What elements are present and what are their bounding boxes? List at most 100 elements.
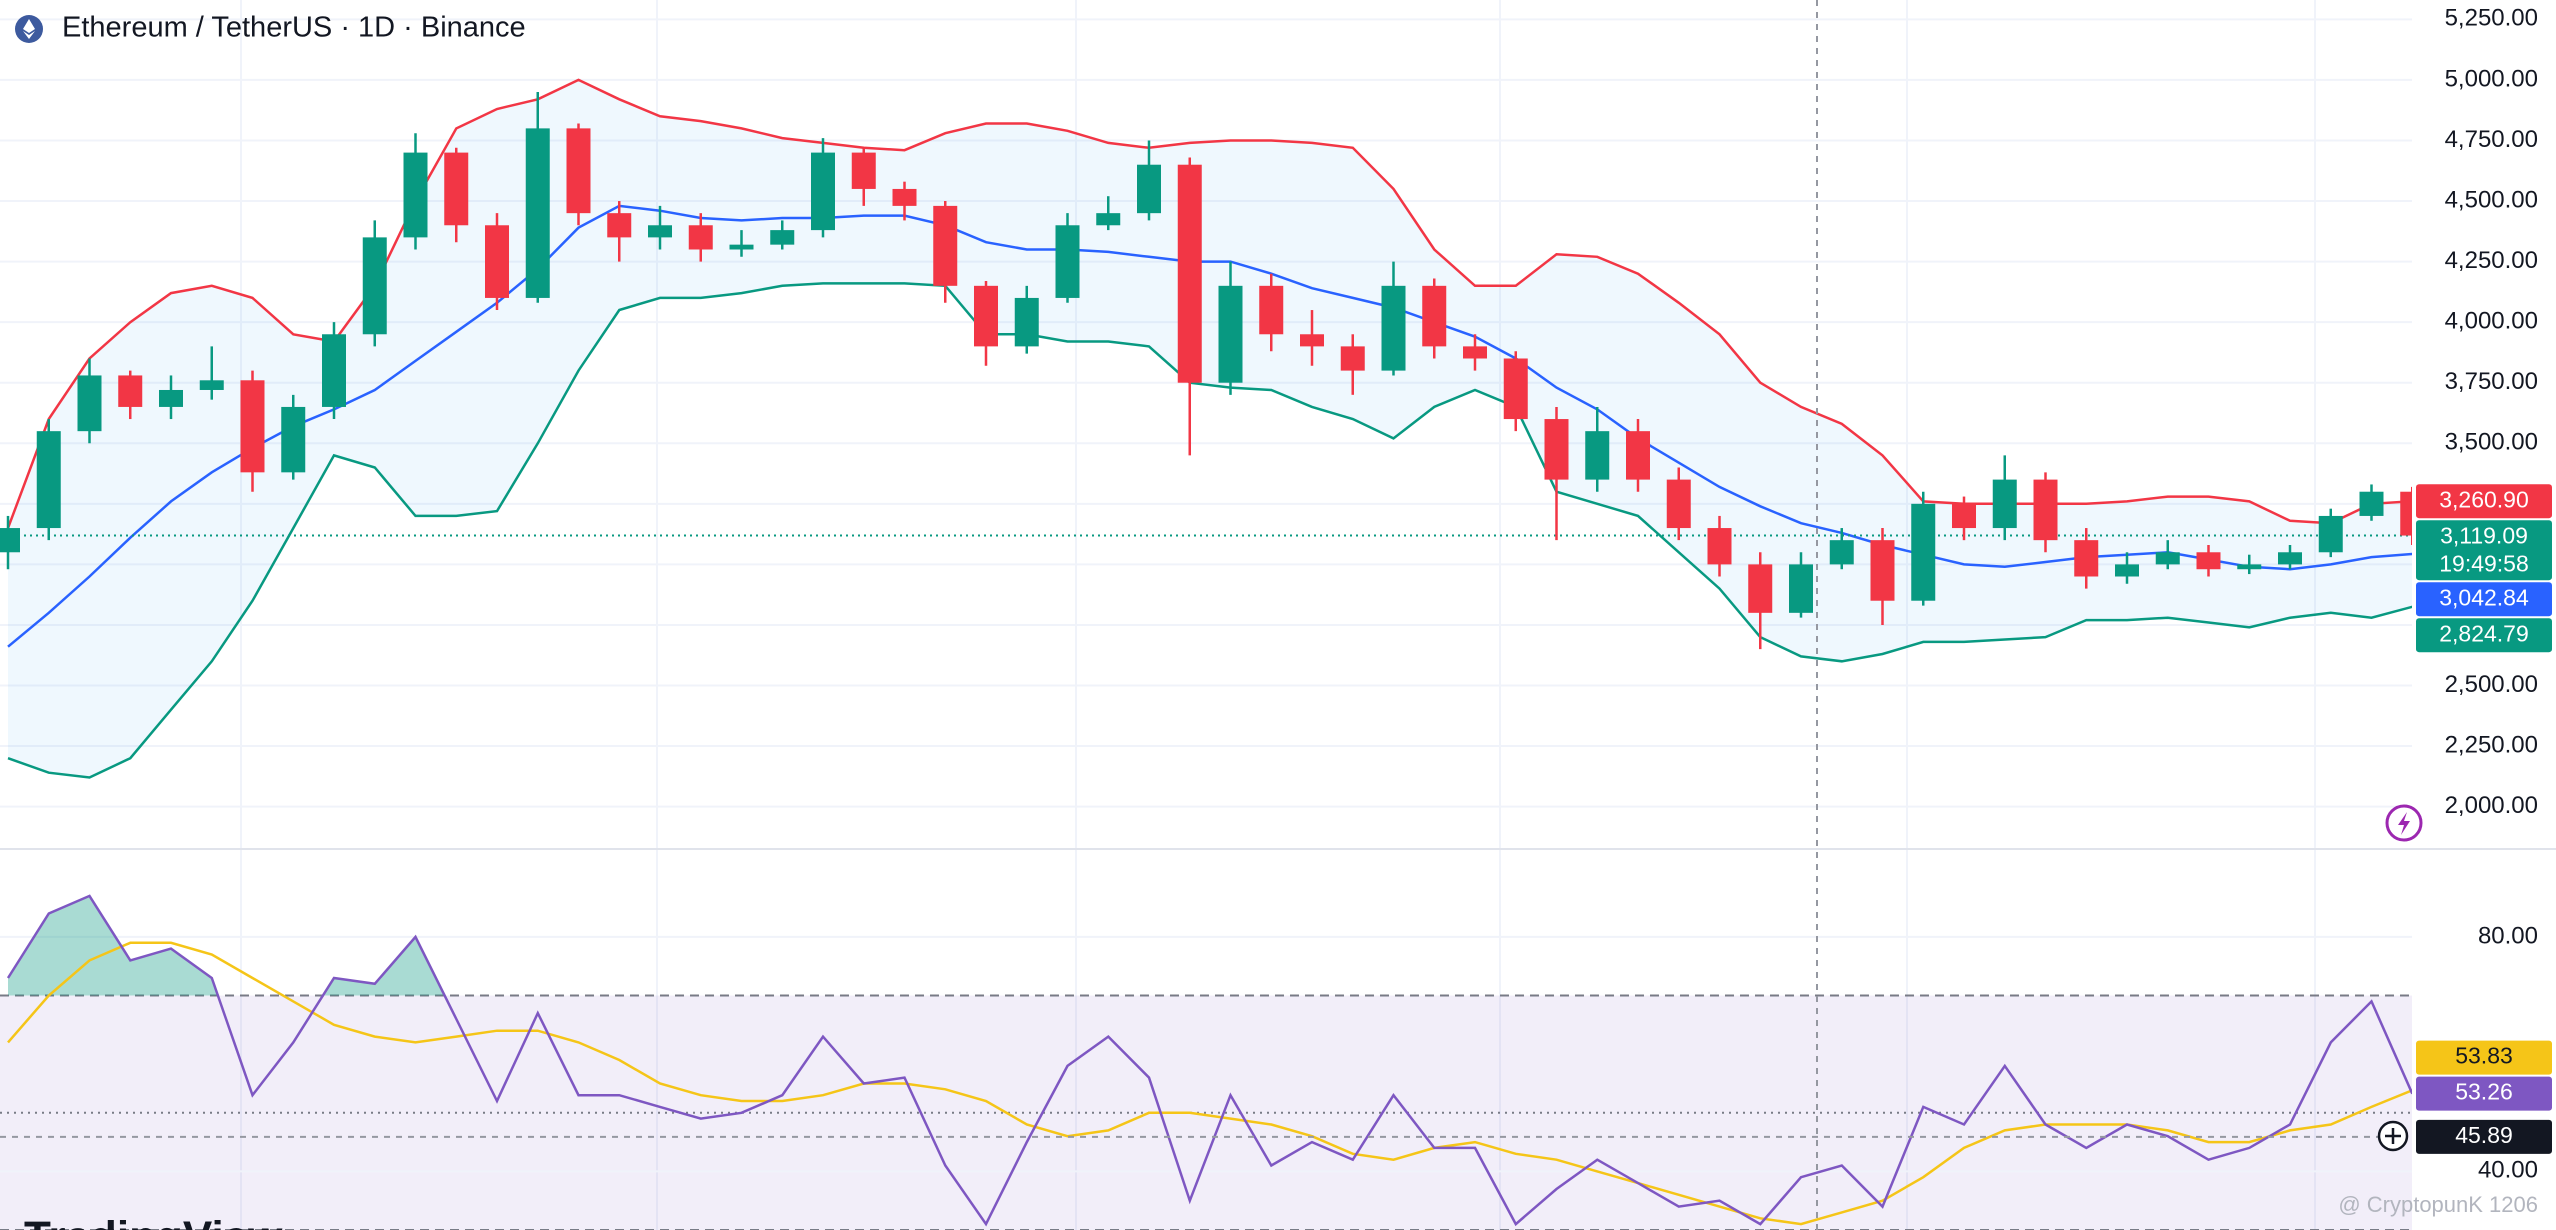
candle-body: [1829, 540, 1854, 565]
watermark: @ CryptopunK 1206: [2338, 1192, 2538, 1217]
price-tag-label: 45.89: [2455, 1122, 2513, 1148]
price-tag-label: 3,119.09: [2440, 522, 2528, 548]
price-tag-label: 3,260.90: [2439, 486, 2529, 512]
price-pane: [0, 18, 2412, 808]
price-tag: [2416, 1119, 2552, 1154]
y-tick-label: 80.00: [2478, 922, 2538, 949]
candle-body: [362, 237, 387, 335]
chart-title: Ethereum / TetherUS · 1D · Binance: [62, 12, 526, 44]
crosshair-plus[interactable]: [2377, 1120, 2409, 1152]
candle-body: [118, 375, 143, 407]
candle-body: [2196, 552, 2221, 570]
candle-body: [770, 230, 795, 245]
rsi-pane: [0, 894, 2412, 1230]
band-line: [7, 204, 2412, 648]
candle-body: [1300, 334, 1324, 347]
candle-body: [648, 225, 672, 238]
candle-body: [1666, 479, 1691, 529]
candle-body: [77, 375, 102, 432]
eth-glyph: [23, 19, 35, 39]
candle-body: [2074, 540, 2099, 577]
candle-body: [2318, 515, 2343, 553]
candle-body: [525, 128, 550, 298]
tradingview-logo: TradingView: [24, 1213, 283, 1230]
y-tick-label: 2,500.00: [2445, 671, 2538, 698]
candle-body: [688, 225, 713, 250]
y-tick-label: 4,500.00: [2445, 186, 2538, 213]
y-tick-label: 3,750.00: [2445, 368, 2538, 395]
candle-body: [281, 406, 306, 473]
candle-body: [1381, 285, 1406, 371]
candle-body: [1218, 285, 1243, 383]
price-tag: [2416, 484, 2552, 519]
candle-body: [322, 334, 346, 407]
price-tag-label: 2,824.79: [2439, 620, 2529, 646]
price-tag: [2416, 582, 2552, 617]
price-tag: [2416, 1076, 2552, 1111]
candle-body: [1259, 285, 1284, 335]
candle-body: [1707, 528, 1732, 565]
candle-body: [892, 188, 917, 206]
y-tick-label: 4,000.00: [2445, 308, 2538, 335]
candle-body: [2400, 491, 2412, 536]
y-tick-label: 3,500.00: [2445, 429, 2538, 456]
candle-body: [2155, 552, 2180, 565]
band-fill: [8, 79, 2412, 778]
band-line: [7, 282, 2412, 779]
candle-body: [485, 225, 509, 298]
candle-body: [444, 152, 469, 226]
candle-body: [1992, 479, 2017, 529]
price-tag-label: 53.83: [2455, 1043, 2513, 1069]
candle-body: [1870, 540, 1895, 601]
candle-body: [2237, 564, 2262, 570]
candle-body: [1096, 213, 1121, 226]
candle-body: [199, 380, 224, 390]
alert-bolt: [2398, 812, 2410, 835]
candle-body: [2115, 564, 2139, 577]
candle-body: [566, 128, 591, 214]
price-tag-label: 3,042.84: [2439, 584, 2529, 610]
header: Ethereum / TetherUS · 1D · Binance: [15, 12, 526, 44]
candle-body: [1626, 431, 1650, 480]
candle-body: [1748, 564, 1773, 613]
y-tick-label: 2,000.00: [2445, 792, 2538, 819]
candle-body: [1014, 297, 1039, 347]
candle-body: [1544, 419, 1569, 480]
y-tick-label: 4,250.00: [2445, 247, 2538, 274]
candle-body: [2278, 552, 2302, 565]
candle-body: [1340, 346, 1365, 371]
candle-body: [240, 380, 265, 473]
candle-body: [2359, 491, 2384, 516]
candle-body: [1055, 225, 1080, 298]
candle-body: [1137, 164, 1161, 214]
y-tick-label: 5,000.00: [2445, 65, 2538, 92]
countdown-label: 19:49:58: [2439, 550, 2529, 576]
y-tick-label: 2,250.00: [2445, 731, 2538, 758]
y-tick-label: 40.00: [2478, 1157, 2538, 1184]
candle-body: [729, 244, 754, 250]
candle-body: [1503, 358, 1528, 420]
candle-body: [607, 213, 632, 238]
rsi-line: [6, 894, 2412, 1227]
candle-body: [1177, 164, 1202, 383]
price-tag: [2416, 520, 2552, 581]
candle-body: [1952, 503, 1976, 529]
candle-body: [403, 152, 428, 238]
candle-body: [0, 528, 20, 553]
candle-body: [36, 431, 61, 529]
candle-body: [1463, 346, 1487, 359]
candle-body: [1585, 431, 1610, 480]
candle-body: [851, 152, 876, 189]
price-tag: [2416, 1040, 2552, 1075]
price-tag: [2416, 618, 2552, 653]
candle-body: [1422, 285, 1447, 347]
candle-body: [811, 152, 835, 231]
candle-body: [159, 389, 183, 407]
candle-body: [933, 205, 958, 286]
price-axis: 5,250.00 5,000.00 4,750.00 4,500.00 4,250.00…: [2416, 5, 2552, 1184]
rsi-line: [7, 941, 2412, 1226]
y-tick-label: 5,250.00: [2445, 5, 2538, 32]
price-tag-label: 53.26: [2455, 1079, 2513, 1105]
alert-icon[interactable]: [2385, 804, 2423, 842]
